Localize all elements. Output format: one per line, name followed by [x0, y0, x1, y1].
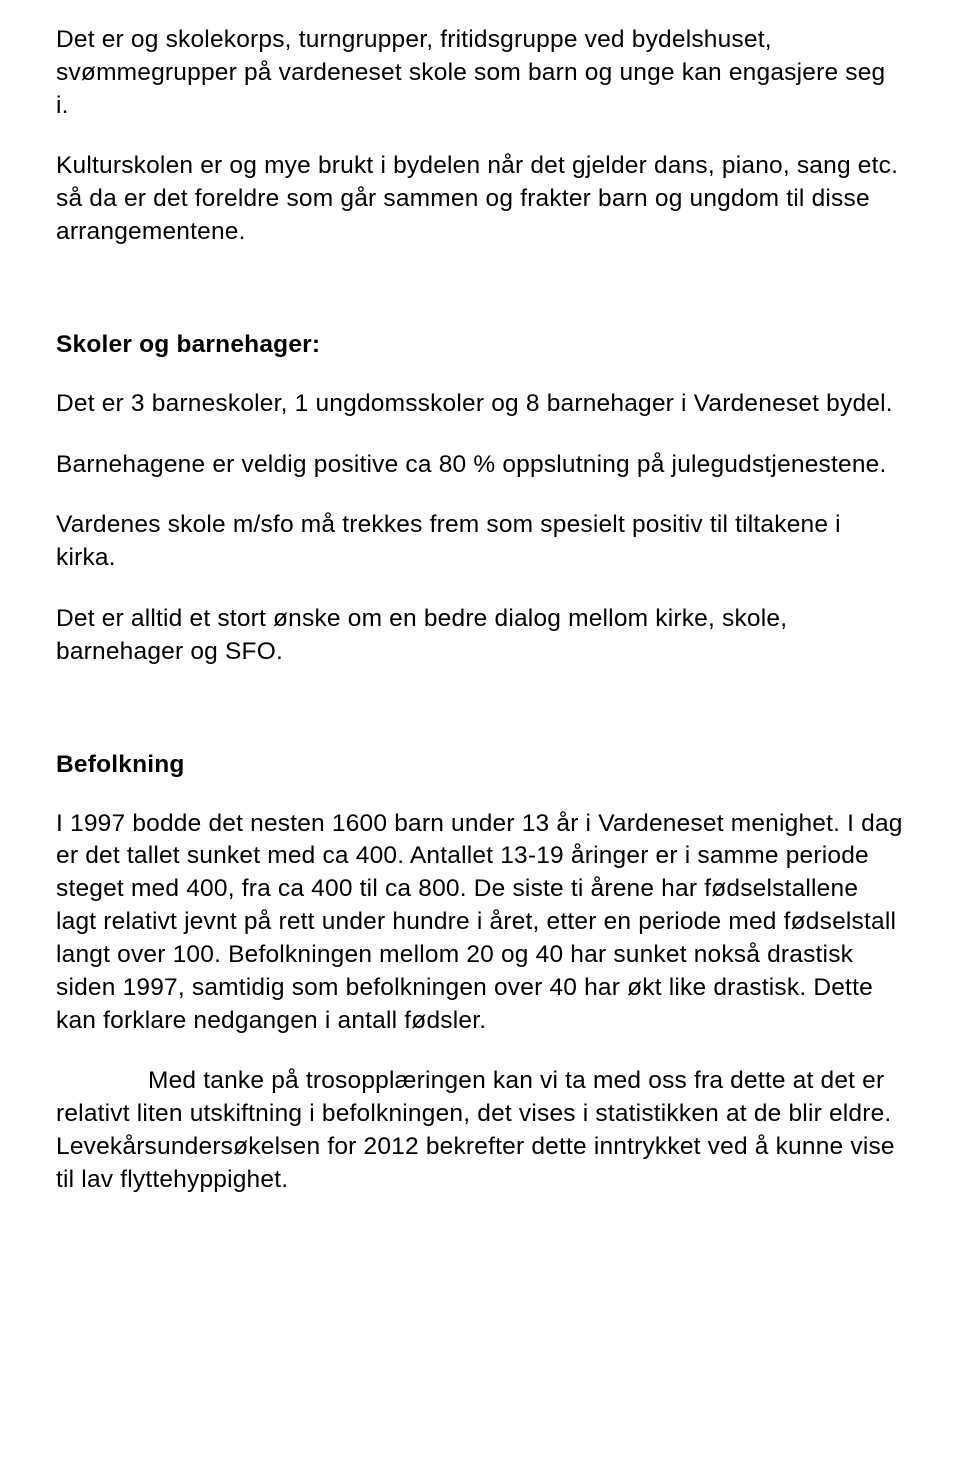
paragraph: Kulturskolen er og mye brukt i bydelen n… — [56, 150, 904, 248]
paragraph: Det er og skolekorps, turngrupper, friti… — [56, 24, 904, 122]
section-heading: Befolkning — [56, 749, 904, 782]
paragraph: Det er alltid et stort ønske om en bedre… — [56, 603, 904, 669]
paragraph-indented: Med tanke på trosopplæringen kan vi ta m… — [56, 1065, 904, 1196]
section-heading: Skoler og barnehager: — [56, 329, 904, 362]
paragraph: Vardenes skole m/sfo må trekkes frem som… — [56, 509, 904, 575]
spacer — [56, 697, 904, 715]
spacer — [56, 277, 904, 295]
paragraph: Barnehagene er veldig positive ca 80 % o… — [56, 449, 904, 482]
paragraph: Det er 3 barneskoler, 1 ungdomsskoler og… — [56, 388, 904, 421]
document-page: Det er og skolekorps, turngrupper, friti… — [0, 0, 960, 1481]
paragraph: I 1997 bodde det nesten 1600 barn under … — [56, 808, 904, 1038]
